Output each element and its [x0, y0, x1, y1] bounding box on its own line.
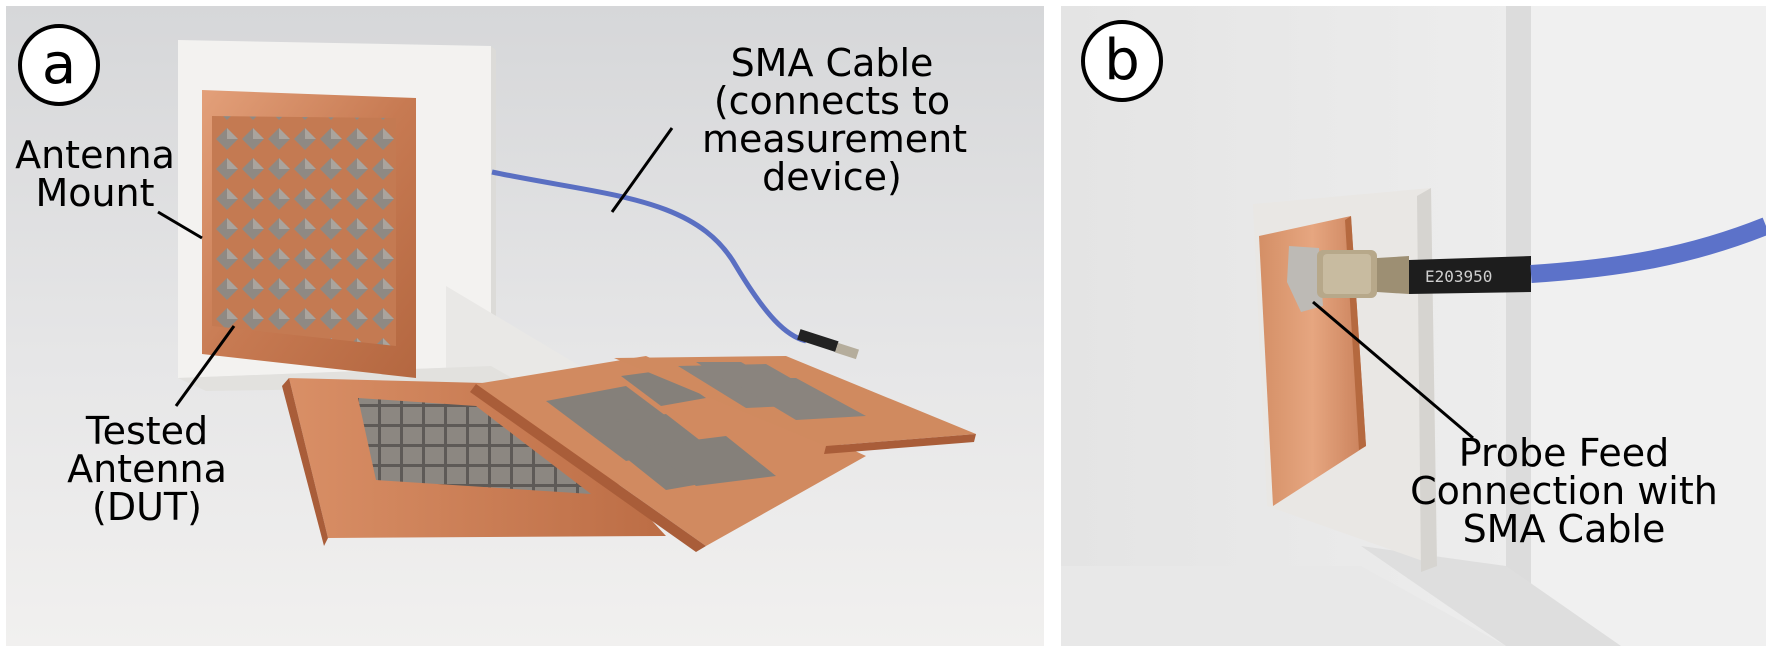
antenna-mount-label: Antenna Mount	[10, 136, 180, 212]
tested-antenna-label-line-2: Antenna	[67, 447, 227, 491]
sma-cable-label-line-1: SMA Cable	[730, 41, 934, 85]
antenna-mount-label-line-1: Antenna	[15, 133, 175, 177]
sma-cable-label-line-3: measurement	[702, 117, 968, 161]
panel-a-photo: a SMA Cable (connects to measurement dev…	[6, 6, 1044, 646]
sma-cable-label-line-4: device)	[762, 155, 902, 199]
sma-cable-label: SMA Cable (connects to measurement devic…	[702, 41, 968, 199]
panel-a-badge: a	[18, 24, 100, 106]
sma-cable-label-line-2: (connects to	[713, 79, 951, 123]
probe-feed-label: Probe Feed Connection with SMA Cable	[1404, 434, 1724, 548]
probe-feed-label-line-2: Connection with	[1410, 469, 1718, 513]
cable-print-text: E203950	[1425, 267, 1492, 286]
probe-feed-label-line-1: Probe Feed	[1458, 431, 1670, 475]
antenna-photo-a	[6, 6, 1044, 646]
tested-antenna-label-line-1: Tested	[85, 409, 209, 453]
tested-antenna-label: Tested Antenna (DUT)	[62, 412, 232, 526]
panel-b-badge: b	[1081, 20, 1163, 102]
tested-antenna-label-line-3: (DUT)	[92, 485, 202, 529]
antenna-mount-label-line-2: Mount	[35, 171, 155, 215]
panel-b-photo: E203950 b Probe Feed Connection with SMA…	[1061, 6, 1766, 646]
probe-feed-label-line-3: SMA Cable	[1462, 507, 1666, 551]
